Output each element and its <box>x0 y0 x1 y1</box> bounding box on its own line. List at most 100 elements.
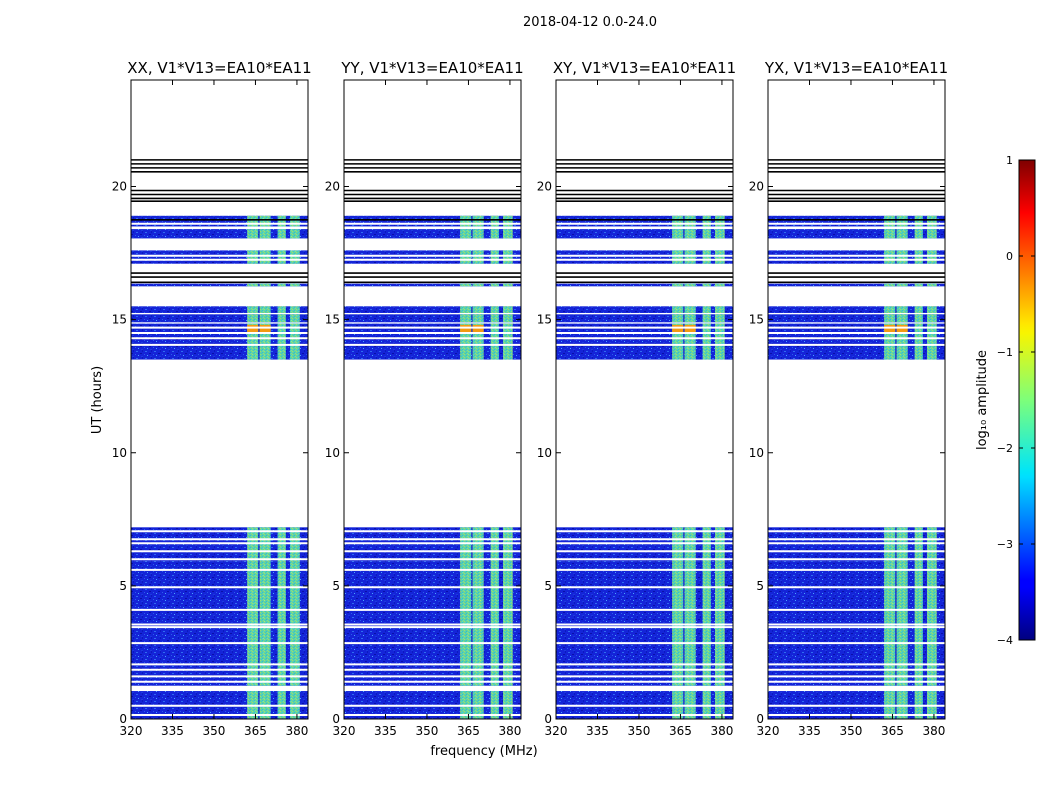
rfi-band <box>472 215 484 227</box>
rfi-band <box>927 527 937 562</box>
rfi-band <box>715 306 725 313</box>
y-tick-label: 20 <box>112 180 127 194</box>
rfi-band <box>503 215 513 227</box>
rfi-band <box>503 250 513 264</box>
x-tick-label: 335 <box>798 724 821 738</box>
data-block <box>344 283 521 287</box>
rfi-band <box>672 215 684 227</box>
rfi-band <box>290 283 300 287</box>
x-axis-label: frequency (MHz) <box>430 744 537 759</box>
panel-title: XY, V1*V13=EA10*EA11 <box>553 59 736 77</box>
rfi-band <box>896 229 908 239</box>
y-tick-label: 15 <box>749 313 764 327</box>
rfi-band <box>914 283 923 287</box>
rfi-band <box>259 229 271 239</box>
rfi-hotspot <box>684 324 696 333</box>
rfi-band <box>290 229 300 239</box>
rfi-band <box>884 215 896 227</box>
colorbar-tick-label: −2 <box>997 442 1013 455</box>
rfi-band <box>247 250 259 264</box>
data-block <box>344 306 521 313</box>
rfi-band <box>672 250 684 264</box>
rfi-band <box>715 314 725 323</box>
rfi-band <box>247 215 259 227</box>
rfi-band <box>472 306 484 313</box>
rfi-band <box>503 229 513 239</box>
panel-3: XY, V1*V13=EA10*EA11 320 335 350 365 380 0 5 10 1… <box>537 59 736 738</box>
rfi-band <box>702 250 711 264</box>
rfi-band <box>259 306 271 313</box>
rfi-band <box>472 250 484 264</box>
rfi-band <box>927 314 937 323</box>
x-tick-label: 320 <box>545 724 568 738</box>
rfi-band <box>684 306 696 313</box>
data-block <box>556 306 733 313</box>
rfi-band <box>896 283 908 287</box>
panel-title: XX, V1*V13=EA10*EA11 <box>127 59 311 77</box>
rfi-band <box>896 306 908 313</box>
y-tick-label: 0 <box>332 712 340 726</box>
rfi-band <box>672 229 684 239</box>
rfi-band <box>490 306 499 313</box>
rfi-band <box>715 250 725 264</box>
colorbar-tick-label: −1 <box>997 346 1013 359</box>
colorbar-tick-label: −4 <box>997 634 1013 647</box>
data-block <box>556 283 733 287</box>
rfi-hotspot <box>884 324 896 333</box>
y-tick-label: 5 <box>332 579 340 593</box>
rfi-band <box>277 306 286 313</box>
data-block <box>131 215 308 227</box>
rfi-band <box>896 323 908 360</box>
rfi-band <box>290 314 300 323</box>
y-tick-label: 15 <box>537 313 552 327</box>
rfi-band <box>896 250 908 264</box>
x-tick-label: 380 <box>922 724 945 738</box>
rfi-band <box>247 306 259 313</box>
colorbar-tick-label: −3 <box>997 538 1013 551</box>
rfi-band <box>460 283 472 287</box>
rfi-band <box>914 229 923 239</box>
y-tick-label: 10 <box>112 446 127 460</box>
rfi-band <box>503 314 513 323</box>
data-block <box>344 229 521 239</box>
rfi-band <box>927 283 937 287</box>
rfi-band <box>277 215 286 227</box>
rfi-band <box>702 283 711 287</box>
colorbar-tick-label: 0 <box>1006 250 1013 263</box>
y-tick-label: 15 <box>325 313 340 327</box>
rfi-band <box>490 323 499 360</box>
y-tick-label: 5 <box>119 579 127 593</box>
rfi-band <box>247 323 259 360</box>
rfi-band <box>896 527 908 562</box>
rfi-hotspot <box>472 324 484 333</box>
rfi-hotspot <box>259 324 271 333</box>
data-block <box>131 314 308 323</box>
rfi-band <box>914 314 923 323</box>
rfi-band <box>884 283 896 287</box>
rfi-band <box>702 229 711 239</box>
rfi-band <box>684 323 696 360</box>
rfi-band <box>490 283 499 287</box>
rfi-band <box>290 215 300 227</box>
rfi-band <box>914 306 923 313</box>
rfi-band <box>472 229 484 239</box>
rfi-hotspot <box>672 324 684 333</box>
colorbar-ticks: 1 0 −1 −2 −3 −4 <box>997 154 1035 647</box>
data-block <box>344 314 521 323</box>
y-tick-label: 5 <box>756 579 764 593</box>
rfi-band <box>702 215 711 227</box>
rfi-band <box>277 250 286 264</box>
x-tick-label: 380 <box>710 724 733 738</box>
rfi-band <box>702 314 711 323</box>
rfi-band <box>490 314 499 323</box>
y-tick-label: 15 <box>112 313 127 327</box>
y-axis-label: UT (hours) <box>90 366 105 434</box>
rfi-band <box>715 323 725 360</box>
rfi-band <box>460 215 472 227</box>
rfi-band <box>460 229 472 239</box>
y-tick-label: 10 <box>325 446 340 460</box>
x-tick-label: 335 <box>374 724 397 738</box>
x-tick-label: 320 <box>757 724 780 738</box>
rfi-band <box>490 229 499 239</box>
